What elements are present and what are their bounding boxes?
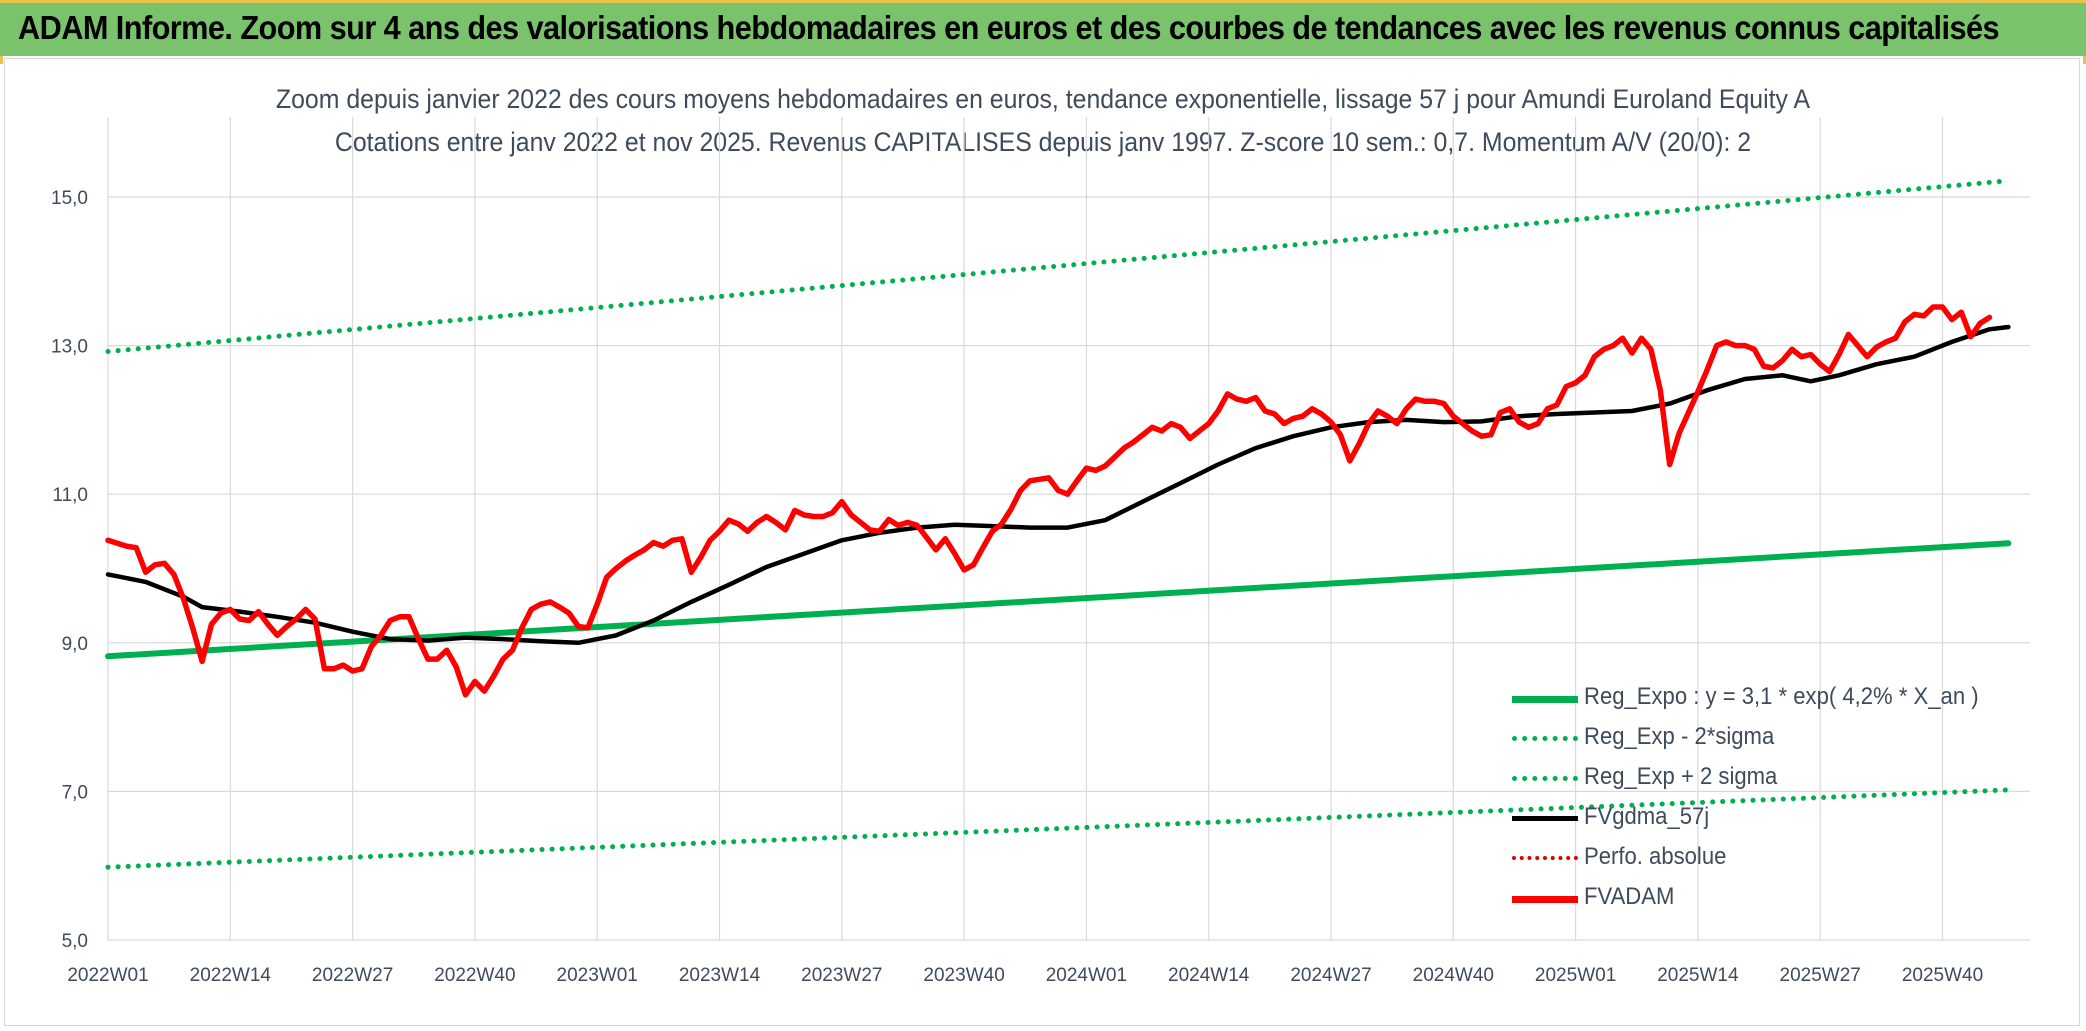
x-tick-label: 2023W14 xyxy=(679,965,761,986)
legend-label-reg-exp-plus: Reg_Exp + 2 sigma xyxy=(1584,763,1778,790)
x-tick-label: 2024W01 xyxy=(1046,965,1127,986)
x-tick-label: 2024W14 xyxy=(1168,965,1250,986)
series-fvadam xyxy=(105,304,1993,698)
y-tick-label: 9,0 xyxy=(62,634,88,655)
legend-label-fvadam: FVADAM xyxy=(1584,883,1675,910)
series-reg-exp-minus-2sigma xyxy=(105,787,2011,870)
series-reg-exp-plus-2sigma xyxy=(105,178,2011,354)
legend-swatch-reg-exp-minus xyxy=(1512,736,1578,741)
x-tick-label: 2024W27 xyxy=(1290,965,1371,986)
legend-swatch-fvadam xyxy=(1512,896,1578,903)
legend-item-fvadam: FVADAM xyxy=(1512,877,2032,917)
legend-item-reg-exp-plus: Reg_Exp + 2 sigma xyxy=(1512,757,2032,797)
report-header: ADAM Informe. Zoom sur 4 ans des valoris… xyxy=(0,0,2086,56)
chart-legend: Reg_Expo : y = 3,1 * exp( 4,2% * X_an ) … xyxy=(1512,677,2032,917)
report-title: ADAM Informe. Zoom sur 4 ans des valoris… xyxy=(18,9,2000,46)
x-tick-label: 2022W14 xyxy=(190,965,272,986)
y-tick-label: 15,0 xyxy=(51,188,88,209)
x-tick-label: 2025W01 xyxy=(1535,965,1616,986)
legend-item-reg-exp-minus: Reg_Exp - 2*sigma xyxy=(1512,717,2032,757)
legend-item-fvgdma: FVgdma_57j xyxy=(1512,797,2032,837)
y-tick-label: 13,0 xyxy=(51,337,88,358)
frame-corner-left xyxy=(0,56,3,64)
series-lines xyxy=(105,178,2012,870)
x-axis-ticks: 2022W01 2022W14 2022W27 2022W40 2023W01 2023W… xyxy=(67,965,1983,986)
legend-label-reg-expo: Reg_Expo : y = 3,1 * exp( 4,2% * X_an ) xyxy=(1584,683,1979,710)
x-tick-label: 2022W01 xyxy=(67,965,148,986)
legend-label-fvgdma: FVgdma_57j xyxy=(1584,803,1710,830)
legend-label-perfo: Perfo. absolue xyxy=(1584,843,1727,870)
legend-item-perfo: Perfo. absolue xyxy=(1512,837,2032,877)
y-tick-label: 7,0 xyxy=(62,782,88,803)
chart-title: Zoom depuis janvier 2022 des cours moyen… xyxy=(275,84,1811,114)
x-tick-label: 2025W40 xyxy=(1902,965,1983,986)
frame-corner-right xyxy=(2083,56,2086,64)
x-tick-label: 2023W40 xyxy=(923,965,1004,986)
legend-swatch-fvgdma xyxy=(1512,816,1578,821)
y-axis-ticks: 5,0 7,0 9,0 11,0 13,0 15,0 xyxy=(51,188,88,952)
series-fvgdma-57j xyxy=(105,324,2011,646)
y-tick-label: 5,0 xyxy=(62,931,88,952)
legend-item-reg-expo: Reg_Expo : y = 3,1 * exp( 4,2% * X_an ) xyxy=(1512,677,2032,717)
x-tick-label: 2024W40 xyxy=(1413,965,1494,986)
x-tick-label: 2025W27 xyxy=(1780,965,1861,986)
legend-swatch-reg-expo xyxy=(1512,696,1578,703)
chart-subtitle: Cotations entre janv 2022 et nov 2025. R… xyxy=(334,127,1752,157)
y-tick-label: 11,0 xyxy=(52,485,88,506)
x-tick-label: 2022W40 xyxy=(434,965,515,986)
legend-swatch-reg-exp-plus xyxy=(1512,776,1578,781)
legend-swatch-perfo xyxy=(1512,856,1578,860)
x-tick-label: 2025W14 xyxy=(1657,965,1739,986)
x-tick-label: 2022W27 xyxy=(312,965,393,986)
x-tick-label: 2023W27 xyxy=(801,965,882,986)
legend-label-reg-exp-minus: Reg_Exp - 2*sigma xyxy=(1584,723,1775,750)
chart-frame xyxy=(4,58,2080,1026)
x-tick-label: 2023W01 xyxy=(557,965,638,986)
series-reg-expo xyxy=(105,540,2012,660)
